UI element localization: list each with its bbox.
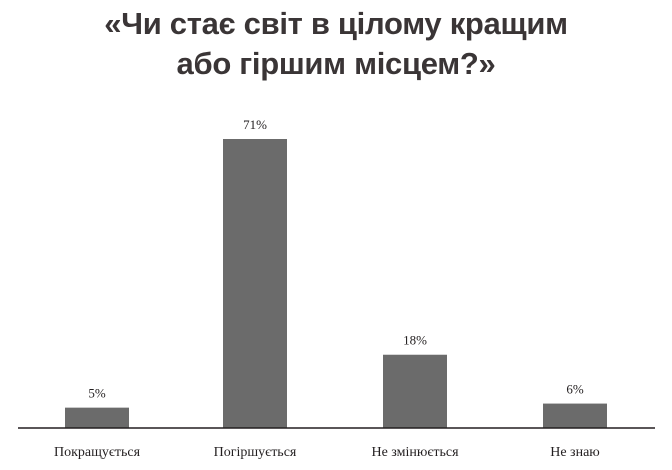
value-label-2: 71%: [243, 117, 267, 132]
category-label-3: Не змінюється: [371, 445, 459, 460]
category-label-4: Не знаю: [550, 445, 600, 460]
value-label-1: 5%: [88, 386, 106, 401]
bar-3: [383, 354, 447, 428]
chart-title: «Чи стає світ в цілому кращим або гіршим…: [0, 4, 672, 84]
bar-4: [543, 403, 607, 428]
bar-2: [223, 139, 287, 428]
chart-title-line-1: «Чи стає світ в цілому кращим: [104, 6, 568, 41]
category-labels-group: Покращується Погіршується Не змінюється Не …: [54, 445, 600, 460]
category-label-2: Погіршується: [214, 445, 297, 460]
bar-1: [65, 407, 129, 428]
value-labels-group: 5% 71% 18% 6%: [88, 117, 584, 401]
value-label-3: 18%: [403, 333, 427, 348]
chart-title-line-2: або гіршим місцем?»: [176, 46, 496, 81]
category-label-1: Покращується: [54, 445, 141, 460]
bars-group: [65, 139, 607, 428]
value-label-4: 6%: [566, 382, 584, 397]
